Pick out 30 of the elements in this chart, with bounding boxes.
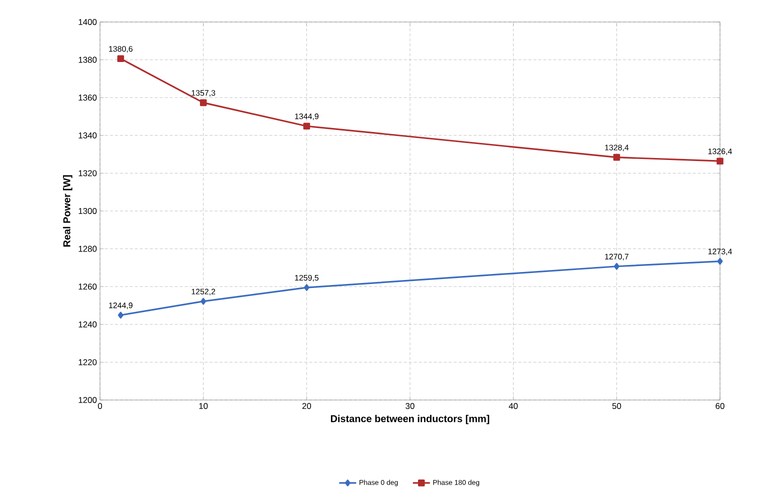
x-tick-label: 20 (302, 403, 312, 410)
point (303, 122, 310, 130)
point (613, 154, 620, 161)
x-tick-label: 40 (508, 403, 518, 410)
point (716, 158, 724, 164)
x-tick-label: 60 (716, 403, 724, 410)
point (614, 262, 620, 270)
y-tick-label: 1340 (78, 132, 97, 138)
y-tick-label: 1200 (78, 397, 97, 403)
y-tick-label: 1240 (78, 321, 97, 328)
x-tick-label: 0 (98, 403, 102, 410)
point (304, 284, 310, 291)
y-tick-label: 1400 (78, 19, 97, 25)
point (117, 55, 124, 62)
y-tick-label: 1220 (78, 359, 97, 366)
x-axis-title: Distance between inductors [mm] (330, 414, 490, 424)
y-tick-label: 1300 (78, 208, 97, 214)
x-tick-label: 30 (406, 403, 414, 410)
y-tick-label: 1260 (78, 284, 97, 290)
x-tick-label: 10 (199, 403, 208, 410)
y-tick-label: 1320 (78, 170, 97, 176)
x-tick-label: 50 (612, 403, 622, 410)
y-tick-label: 1280 (78, 246, 97, 252)
point (118, 312, 124, 319)
y-tick-label: 1380 (78, 56, 97, 63)
point (717, 258, 723, 265)
y-tick-label: 1360 (78, 94, 97, 101)
point (200, 99, 207, 106)
point (200, 298, 206, 305)
y-axis-title: Real Power [W] (63, 175, 72, 247)
